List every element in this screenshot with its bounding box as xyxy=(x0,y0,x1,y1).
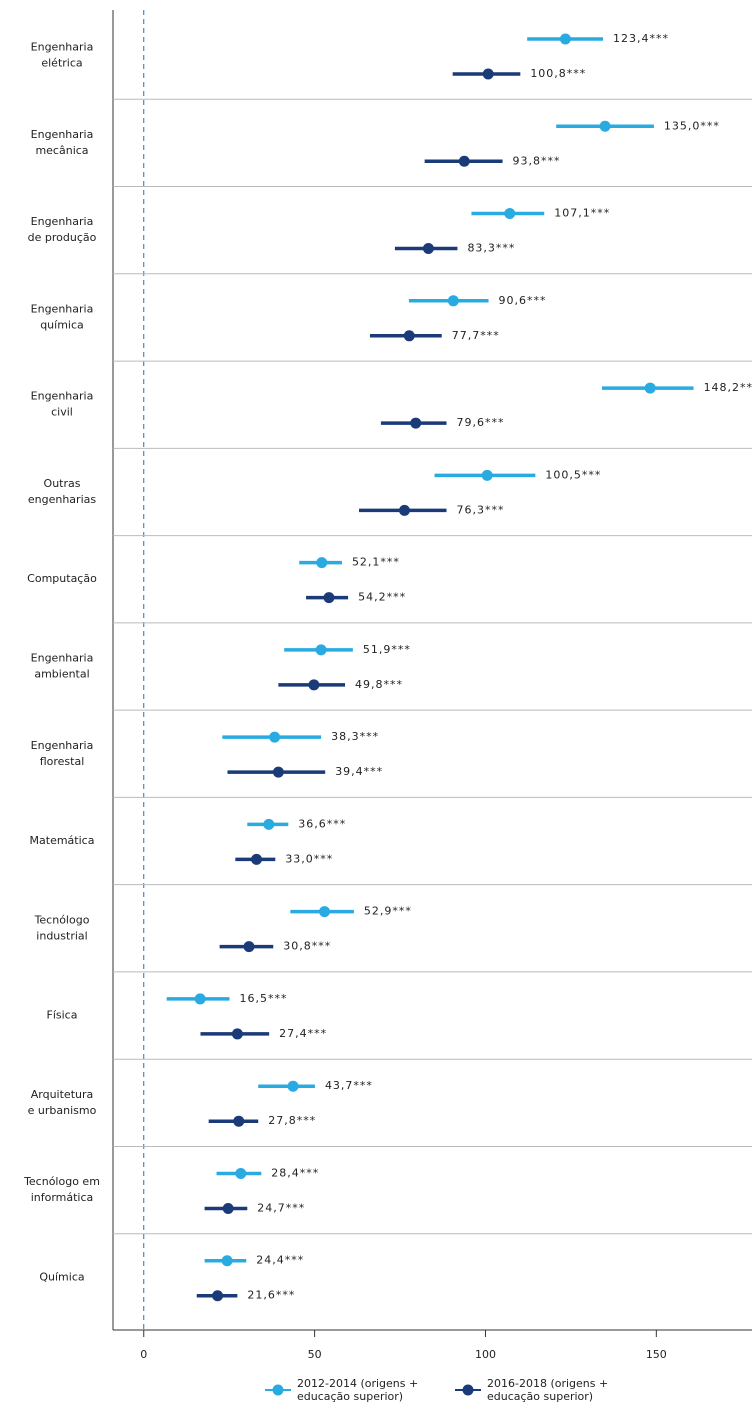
x-tick-label: 100 xyxy=(475,1348,496,1361)
category-label: Tecnólogo xyxy=(34,913,90,926)
dot xyxy=(315,644,327,656)
legend-dot xyxy=(462,1384,474,1396)
category-label: química xyxy=(40,318,84,331)
category-label: e urbanismo xyxy=(28,1104,97,1117)
dot xyxy=(482,68,494,80)
dot xyxy=(251,853,263,865)
category-label: Engenharia xyxy=(31,390,94,403)
dot xyxy=(231,1028,243,1040)
value-label: 76,3*** xyxy=(457,503,505,516)
dot xyxy=(422,243,434,255)
category-label: florestal xyxy=(40,755,85,768)
x-tick-label: 150 xyxy=(646,1348,667,1361)
dot xyxy=(308,679,320,691)
category-label: industrial xyxy=(36,929,87,942)
value-label: 21,6*** xyxy=(247,1289,295,1302)
dot xyxy=(235,1167,247,1179)
value-label: 38,3*** xyxy=(331,730,379,743)
category-label: Física xyxy=(47,1009,78,1022)
value-label: 52,1*** xyxy=(352,556,400,569)
value-label: 33,0*** xyxy=(285,852,333,865)
value-label: 51,9*** xyxy=(363,643,411,656)
x-tick-label: 0 xyxy=(140,1348,147,1361)
category-label: elétrica xyxy=(41,57,82,70)
category-label: Engenharia xyxy=(31,128,94,141)
value-label: 52,9*** xyxy=(364,905,412,918)
dot xyxy=(410,417,422,429)
dot xyxy=(287,1080,299,1092)
value-label: 93,8*** xyxy=(513,154,561,167)
dot xyxy=(316,557,328,569)
value-label: 28,4*** xyxy=(271,1166,319,1179)
category-label: mecânica xyxy=(35,144,88,157)
value-label: 39,4*** xyxy=(335,765,383,778)
value-label: 123,4*** xyxy=(613,32,669,45)
category-label: de produção xyxy=(28,231,97,244)
dot xyxy=(269,731,281,743)
category-label: Engenharia xyxy=(31,302,94,315)
category-label: Química xyxy=(39,1270,84,1283)
dot xyxy=(212,1290,224,1302)
dot xyxy=(559,33,571,45)
category-label: Tecnólogo em xyxy=(23,1175,100,1188)
category-label: Engenharia xyxy=(31,41,94,54)
dot xyxy=(458,155,470,167)
value-label: 36,6*** xyxy=(298,817,346,830)
value-label: 90,6*** xyxy=(499,294,547,307)
legend-label: 2012-2014 (origens + educação superior) xyxy=(297,1377,419,1403)
x-tick-label: 50 xyxy=(308,1348,322,1361)
category-label: ambiental xyxy=(34,668,89,681)
dot xyxy=(599,120,611,132)
dot xyxy=(504,208,516,220)
value-label: 24,7*** xyxy=(257,1201,305,1214)
category-label: Outras xyxy=(44,477,81,490)
value-label: 49,8*** xyxy=(355,678,403,691)
value-label: 135,0*** xyxy=(664,119,720,132)
value-label: 77,7*** xyxy=(452,329,500,342)
value-label: 43,7*** xyxy=(325,1079,373,1092)
dot xyxy=(233,1115,245,1127)
dot xyxy=(323,592,335,604)
value-label: 107,1*** xyxy=(554,207,610,220)
dot xyxy=(221,1255,233,1267)
value-label: 100,5*** xyxy=(545,468,601,481)
category-label: Engenharia xyxy=(31,652,94,665)
dot xyxy=(481,469,493,481)
dot xyxy=(263,818,275,830)
category-label: Matemática xyxy=(30,834,95,847)
dot xyxy=(272,766,284,778)
legend-label: 2016-2018 (origens + educação superior) xyxy=(487,1377,609,1403)
category-label: Engenharia xyxy=(31,739,94,752)
dot xyxy=(398,504,410,516)
legend-dot xyxy=(272,1384,284,1396)
value-label: 24,4*** xyxy=(256,1254,304,1267)
value-label: 27,8*** xyxy=(268,1114,316,1127)
value-label: 54,2*** xyxy=(358,591,406,604)
category-label: engenharias xyxy=(28,493,96,506)
category-label: civil xyxy=(51,406,73,419)
value-label: 148,2*** xyxy=(704,381,752,394)
category-label: informática xyxy=(31,1191,94,1204)
value-label: 83,3*** xyxy=(467,242,515,255)
category-label: Computação xyxy=(27,572,97,585)
dot xyxy=(194,993,206,1005)
value-label: 30,8*** xyxy=(283,940,331,953)
category-label: Engenharia xyxy=(31,215,94,228)
dot xyxy=(644,382,656,394)
dot xyxy=(447,295,459,307)
dot xyxy=(222,1202,234,1214)
dot xyxy=(319,906,331,918)
value-label: 100,8*** xyxy=(530,67,586,80)
category-label: Arquitetura xyxy=(31,1088,94,1101)
value-label: 27,4*** xyxy=(279,1027,327,1040)
dot xyxy=(403,330,415,342)
value-label: 16,5*** xyxy=(240,992,288,1005)
dot xyxy=(243,941,255,953)
value-label: 79,6*** xyxy=(457,416,505,429)
